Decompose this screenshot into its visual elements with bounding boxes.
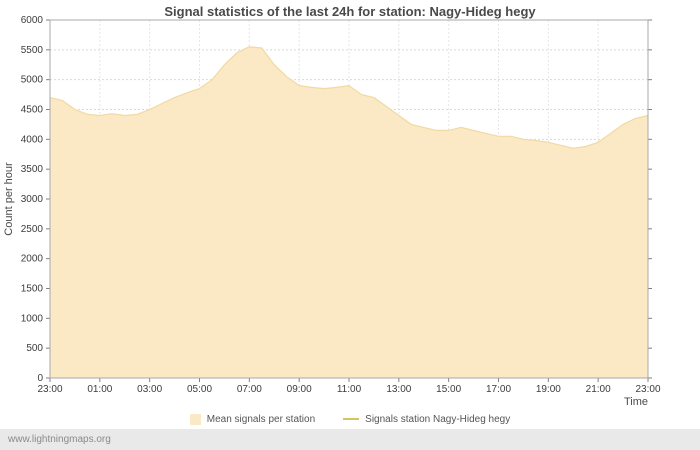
legend-label-mean-signals: Mean signals per station: [206, 413, 316, 425]
svg-text:03:00: 03:00: [137, 384, 162, 395]
svg-text:Time: Time: [624, 396, 648, 406]
page-title: Signal statistics of the last 24h for st…: [164, 4, 536, 19]
lightningmaps-link[interactable]: www.lightningmaps.org: [8, 434, 111, 445]
svg-text:11:00: 11:00: [337, 384, 362, 395]
svg-text:3000: 3000: [21, 194, 44, 205]
svg-text:3500: 3500: [21, 164, 44, 175]
svg-text:23:00: 23:00: [37, 384, 62, 395]
svg-text:1500: 1500: [21, 284, 44, 295]
svg-text:500: 500: [26, 343, 43, 354]
svg-text:2500: 2500: [21, 224, 44, 235]
chart-legend: Mean signals per station Signals station…: [0, 409, 700, 429]
legend-item-mean-signals: Mean signals per station: [189, 413, 316, 425]
signal-statistics-chart: 23:00 01:00 03:00 05:00 07:00 09:00 11:00 13:00…: [3, 15, 661, 406]
svg-text:Count per hour: Count per hour: [3, 162, 15, 236]
legend-item-station-signals: Signals station Nagy-Hideg hegy: [343, 414, 510, 425]
svg-text:1000: 1000: [21, 313, 44, 324]
svg-text:0: 0: [37, 373, 43, 384]
svg-text:05:00: 05:00: [187, 384, 212, 395]
svg-text:6000: 6000: [21, 15, 44, 26]
svg-text:21:00: 21:00: [586, 384, 611, 395]
svg-text:01:00: 01:00: [87, 384, 112, 395]
footer-bar: www.lightningmaps.org: [0, 429, 700, 450]
svg-text:5000: 5000: [21, 75, 44, 86]
svg-text:19:00: 19:00: [536, 384, 561, 395]
svg-text:5500: 5500: [21, 45, 44, 56]
legend-label-station-signals: Signals station Nagy-Hideg hegy: [365, 413, 511, 425]
svg-text:23:00: 23:00: [635, 384, 660, 395]
svg-text:15:00: 15:00: [436, 384, 461, 395]
svg-text:4000: 4000: [21, 134, 44, 145]
svg-text:4500: 4500: [21, 105, 44, 116]
legend-swatch-area-icon: [189, 413, 201, 425]
svg-text:09:00: 09:00: [287, 384, 312, 395]
legend-swatch-line-icon: [343, 418, 360, 420]
svg-text:13:00: 13:00: [386, 384, 411, 395]
svg-text:2000: 2000: [21, 254, 44, 265]
svg-text:17:00: 17:00: [486, 384, 511, 395]
svg-text:07:00: 07:00: [237, 384, 262, 395]
